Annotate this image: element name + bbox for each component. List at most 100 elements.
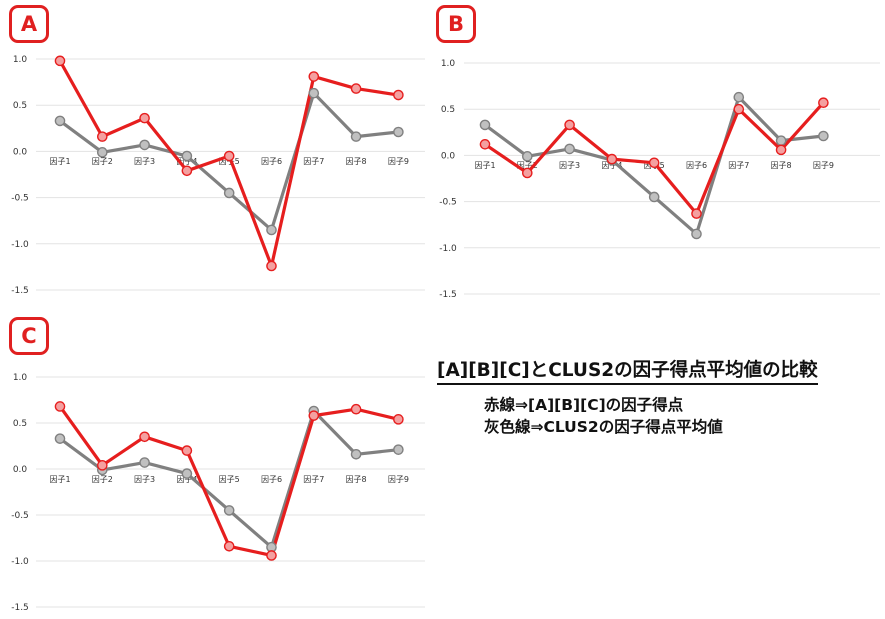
x-category-label: 因子8 [346,157,367,166]
x-category-label: 因子7 [303,157,324,166]
data-point-red [691,208,702,219]
x-category-label: 因子9 [813,161,834,170]
x-category-label: 因子9 [388,475,409,484]
legend-red-line: 赤線⇒[A][B][C]の因子得点 [484,396,684,414]
chart-c-svg: 1.0 0.5 0.0 -0.5 -1.0 -1.5 因子1 因子2 因子3 因子4 因子5 因子6 因… [11,373,425,613]
chart-a-svg: 1.0 0.5 0.0 -0.5 -1.0 -1.5 因子1 因子2 因子3 因子4 因子5 因子6 因… [11,55,425,296]
data-point-gray [691,228,702,240]
chart-badge-a: A [9,5,49,43]
data-point-red [522,167,533,179]
x-category-label: 因子9 [388,157,409,166]
data-point-gray [181,150,193,162]
y-tick-label: -1.0 [439,244,457,254]
data-point-red [223,150,235,162]
x-category-label: 因子3 [559,161,580,170]
y-tick-label: -1.0 [11,240,29,250]
data-point-gray [181,468,193,479]
chart-badge-b: B [436,5,476,43]
data-point-red [479,139,491,150]
data-point-red [97,460,108,471]
data-point-red [733,103,745,115]
data-point-red [308,410,320,421]
data-point-red [648,157,660,169]
x-category-label: 因子6 [261,475,282,484]
chart-panel-c: 1.0 0.5 0.0 -0.5 -1.0 -1.5 因子1 因子2 因子3 因子4 因子5 因子6 因… [0,312,430,619]
data-point-red [606,153,618,165]
data-point-gray [97,147,108,158]
data-point-red [393,414,404,425]
x-category-label: 因子3 [134,157,155,166]
data-point-gray [479,119,491,131]
y-tick-label: 0.5 [13,419,27,429]
data-point-gray [266,224,277,236]
x-category-label: 因子6 [686,161,707,170]
chart-panel-b: 1.00.50.0-0.5-1.0-1.5因子1因子2因子3因子4因子5因子6因… [428,0,885,310]
data-point-gray [350,131,362,142]
data-point-gray [393,126,404,138]
x-category-label: 因子4 [601,161,622,170]
x-category-label: 因子4 [176,157,197,166]
x-category-label: 因子1 [474,161,495,170]
y-tick-label: -1.5 [11,286,29,296]
data-point-red [818,97,829,109]
data-point-red [54,401,66,412]
x-category-label: 因子5 [219,475,240,484]
data-point-red [223,540,235,552]
chart-badge-c: C [9,317,49,355]
x-category-label: 因子3 [134,475,155,484]
data-point-red [564,119,575,131]
y-tick-label: -0.5 [11,194,29,204]
x-category-label: 因子2 [92,475,113,484]
chart-b-svg: 1.00.50.0-0.5-1.0-1.5因子1因子2因子3因子4因子5因子6因… [439,59,880,300]
data-point-gray [223,187,235,199]
y-tick-label: 1.0 [13,373,28,383]
x-category-label: 因子2 [92,157,113,166]
data-point-red [139,431,150,443]
y-tick-label: 0.0 [13,147,28,157]
y-tick-label: -1.0 [11,557,29,567]
y-tick-label: 1.0 [13,55,28,65]
data-point-gray [733,91,745,103]
x-category-label: 因子7 [303,475,324,484]
y-tick-label: -0.5 [439,198,457,208]
data-point-gray [54,115,66,127]
y-tick-label: 1.0 [441,59,456,69]
x-category-label: 因子5 [219,157,240,166]
x-category-label: 因子4 [176,475,197,484]
x-category-label: 因子1 [49,157,70,166]
data-point-red [350,83,362,94]
data-point-red [266,550,277,561]
data-point-gray [775,135,787,146]
data-point-gray [139,457,150,468]
x-category-label: 因子8 [346,475,367,484]
data-point-red [350,403,362,415]
y-tick-label: -0.5 [11,511,29,521]
data-point-red [139,112,150,124]
data-point-red [775,144,787,156]
data-point-red [97,131,108,142]
data-point-gray [393,444,404,455]
comparison-heading: [A][B][C]とCLUS2の因子得点平均値の比較 [437,356,818,385]
y-tick-label: 0.0 [13,465,28,475]
data-point-gray [818,130,829,142]
data-point-gray [564,143,575,155]
y-tick-label: -1.5 [439,290,457,300]
data-point-gray [648,191,660,203]
y-tick-label: 0.5 [441,105,455,115]
data-point-gray [308,87,320,99]
data-point-red [308,71,320,82]
data-point-gray [139,139,150,151]
legend-gray-line: 灰色線⇒CLUS2の因子得点平均値 [484,418,723,436]
y-tick-label: 0.0 [441,151,456,161]
chart-panel-a: 1.0 0.5 0.0 -0.5 -1.0 -1.5 因子1 因子2 因子3 因子4 因子5 因子6 因… [0,0,430,305]
data-point-gray [223,505,235,516]
x-category-label: 因子6 [261,157,282,166]
y-tick-label: 0.5 [13,101,27,111]
data-point-gray [350,448,362,460]
data-point-red [54,55,66,67]
data-point-red [393,89,404,101]
data-point-red [266,260,277,272]
y-tick-label: -1.5 [11,603,29,613]
data-point-red [181,165,193,177]
data-point-red [181,445,193,456]
